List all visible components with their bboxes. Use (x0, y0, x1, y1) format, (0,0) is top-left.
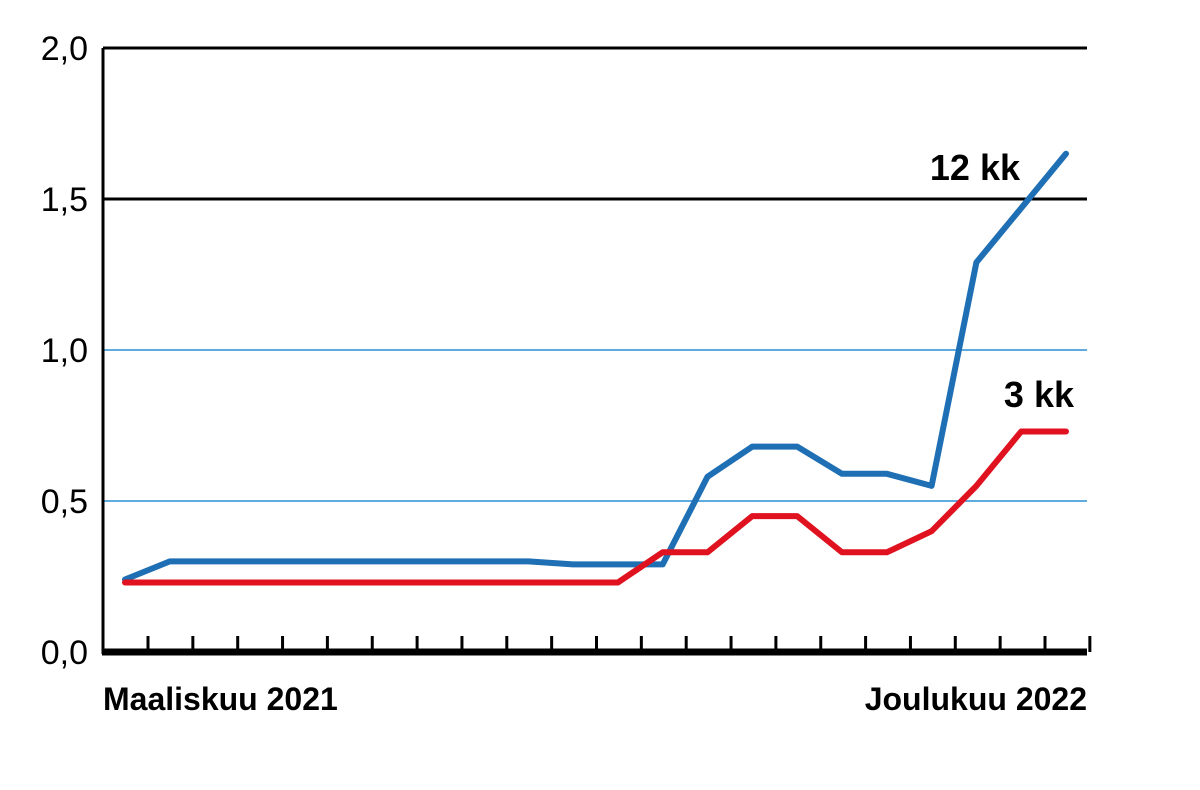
series-label-12kk: 12 kk (930, 147, 1021, 188)
y-tick-label-0: 0,0 (41, 634, 88, 672)
axes (101, 48, 1087, 656)
series-label-3kk: 3 kk (1004, 374, 1075, 415)
y-tick-label-1: 0,5 (41, 483, 88, 521)
x-axis-ticks (146, 636, 1092, 652)
y-axis-tick-labels: 0,0 0,5 1,0 1,5 2,0 (41, 30, 88, 672)
series-line-1 (122, 428, 1069, 586)
series-lines (122, 150, 1069, 586)
y-tick-label-4: 2,0 (41, 30, 88, 68)
series-labels: 12 kk 3 kk (930, 147, 1075, 415)
y-tick-label-3: 1,5 (41, 181, 88, 219)
x-tick-label-start: Maaliskuu 2021 (103, 681, 338, 717)
y-tick-label-2: 1,0 (41, 332, 88, 370)
x-tick-label-end: Joulukuu 2022 (865, 681, 1087, 717)
series-line-0 (122, 150, 1069, 583)
grid-lines (103, 46, 1087, 502)
